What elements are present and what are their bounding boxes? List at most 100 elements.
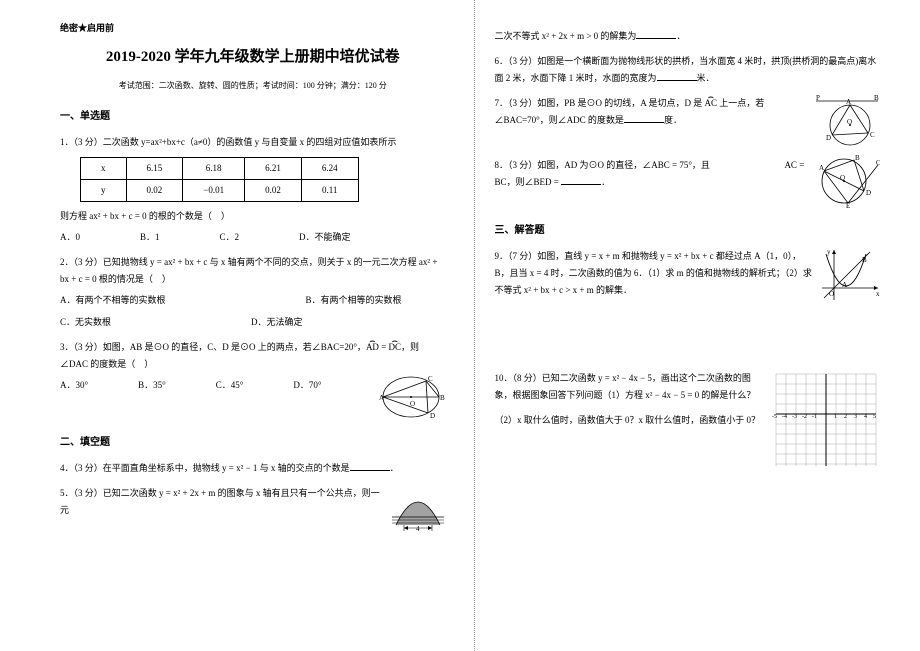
q5-figure: 4 [390, 485, 446, 531]
opt-d: D．不能确定 [299, 229, 351, 246]
parabola-line-icon: x y O A B [820, 248, 880, 302]
circle-chord-icon: A B C D E O [810, 153, 880, 209]
q7-tail: 度． [664, 115, 682, 125]
opt-c: C．45° [216, 377, 244, 394]
cell: 6.15 [126, 157, 183, 179]
svg-text:D: D [866, 189, 871, 197]
section-3-heading: 三、解答题 [495, 221, 881, 240]
opt-c: C．2 [220, 229, 240, 246]
eq: = [379, 342, 389, 352]
svg-text:x: x [876, 290, 880, 298]
svg-text:-1: -1 [812, 414, 817, 420]
opt-c: C．无实数根 [60, 314, 111, 331]
blank [350, 461, 390, 471]
cell: y [81, 179, 127, 201]
page-title: 2019-2020 学年九年级数学上册期中培优试卷 [60, 43, 446, 72]
q5b-tail: ． [676, 31, 685, 41]
svg-text:-2: -2 [802, 414, 807, 420]
q4-stem: 4．（3 分）在平面直角坐标系中，抛物线 y = x² − 1 与 x 轴的交点… [60, 463, 350, 473]
svg-text:B: B [874, 95, 879, 102]
svg-text:4: 4 [864, 414, 867, 420]
opt-b: B．35° [138, 377, 166, 394]
blank [657, 71, 697, 81]
cell: 6.21 [245, 157, 302, 179]
svg-text:A: A [842, 281, 847, 289]
q8-figure: A B C D E O [810, 153, 880, 209]
q1-stem: 1．（3 分）二次函数 y=ax²+bx+c（a≠0）的函数值 y 与自变量 x… [60, 134, 446, 151]
question-6: 6．（3 分）如图是一个横断面为抛物线形状的拱桥，当水面宽 4 米时，拱顶(拱桥… [495, 53, 881, 87]
svg-text:-5: -5 [772, 414, 777, 420]
q9-figure: x y O A B [820, 248, 880, 302]
q9-stem: 9．（7 分）如图，直线 y = x + m 和抛物线 y = x² + bx … [495, 251, 812, 295]
question-5b: 二次不等式 x² + 2x + m > 0 的解集为 ． [495, 28, 881, 45]
opt-d: D．70° [293, 377, 321, 394]
svg-text:E: E [846, 202, 850, 209]
svg-text:B: B [855, 154, 860, 162]
opt-a: A．0 [60, 229, 80, 246]
svg-text:D: D [430, 412, 435, 420]
question-3: 3．（3 分）如图，AB 是⊙O 的直径，C、D 是⊙O 上的两点，若∠BAC=… [60, 339, 446, 421]
q5-stem: 5．（3 分）已知二次函数 y = x² + 2x + m 的图象与 x 轴有且… [60, 488, 380, 515]
svg-text:5: 5 [873, 414, 876, 420]
q7-figure: P B A C D O [814, 95, 880, 149]
q4-tail: ． [390, 463, 399, 473]
svg-text:O: O [410, 400, 415, 408]
svg-text:A: A [819, 164, 824, 172]
q5b-stem: 二次不等式 x² + 2x + m > 0 的解集为 [495, 31, 637, 41]
q3-figure: A B C D O [376, 373, 446, 421]
q8-a: 8．（3 分）如图，AD 为⊙O 的直径，∠ABC = 75°，且 [495, 160, 710, 170]
svg-text:D: D [826, 134, 831, 142]
cell: x [81, 157, 127, 179]
opt-a: A．30° [60, 377, 88, 394]
svg-text:-4: -4 [782, 414, 787, 420]
arc-ad: AD [366, 339, 379, 356]
cell: 6.18 [183, 157, 245, 179]
section-1-heading: 一、单选题 [60, 107, 446, 126]
q2-stem: 2．（3 分）已知抛物线 y = ax² + bx + c 与 x 轴有两个不同… [60, 254, 446, 288]
svg-text:O: O [829, 290, 834, 298]
arc-dc: DC [389, 339, 402, 356]
svg-text:O: O [840, 174, 845, 182]
q6-tail: 米． [697, 73, 715, 83]
question-2: 2．（3 分）已知抛物线 y = ax² + bx + c 与 x 轴有两个不同… [60, 254, 446, 330]
svg-text:C: C [870, 131, 875, 139]
opt-d: D．无法确定 [251, 314, 303, 331]
arc-ac: AC [705, 95, 718, 112]
opt-a: A．有两个不相等的实数根 [60, 292, 166, 309]
opt-b: B．1 [140, 229, 160, 246]
svg-text:B: B [440, 394, 445, 402]
blank [624, 113, 664, 123]
circle-diagram-icon: A B C D O [376, 373, 446, 421]
grid-icon: -5 -4 -3 -2 -1 1 2 3 45 [768, 370, 880, 470]
q1-then: 则方程 ax² + bx + c = 0 的根的个数是（ ） [60, 208, 446, 225]
q1-options: A．0 B．1 C．2 D．不能确定 [60, 229, 446, 246]
question-1: 1．（3 分）二次函数 y=ax²+bx+c（a≠0）的函数值 y 与自变量 x… [60, 134, 446, 246]
svg-text:3: 3 [854, 414, 857, 420]
svg-text:A: A [846, 98, 851, 106]
svg-text:4: 4 [416, 525, 420, 531]
blank [561, 175, 601, 185]
q8-b: ，则∠BED = [507, 177, 562, 187]
svg-text:B: B [862, 256, 867, 264]
section-2-heading: 二、填空题 [60, 433, 446, 452]
svg-text:2: 2 [844, 414, 847, 420]
svg-text:C: C [428, 375, 433, 383]
cell: 0.02 [126, 179, 183, 201]
confidential-label: 绝密★启用前 [60, 20, 446, 37]
question-5: 4 5．（3 分）已知二次函数 y = x² + 2x + m 的图象与 x 轴… [60, 485, 446, 519]
question-4: 4．（3 分）在平面直角坐标系中，抛物线 y = x² − 1 与 x 轴的交点… [60, 460, 446, 477]
q3-stem: 3．（3 分）如图，AB 是⊙O 的直径，C、D 是⊙O 上的两点，若∠BAC=… [60, 342, 366, 352]
tangent-circle-icon: P B A C D O [814, 95, 880, 149]
cell: −0.01 [183, 179, 245, 201]
q7-a: 7．（3 分）如图，PB 是⊙O 的切线，A 是切点，D 是 [495, 98, 705, 108]
q10-figure: -5 -4 -3 -2 -1 1 2 3 45 [768, 370, 880, 470]
question-7: P B A C D O 7．（3 分）如图，PB 是⊙O 的切线，A 是切点，D… [495, 95, 881, 149]
cell: 6.24 [301, 157, 358, 179]
svg-text:P: P [816, 95, 820, 102]
svg-text:1: 1 [834, 414, 837, 420]
svg-text:C: C [876, 159, 880, 167]
svg-text:-3: -3 [792, 414, 797, 420]
q2-options-row1: A．有两个不相等的实数根 B．有两个相等的实数根 [60, 292, 446, 309]
cell: 0.11 [301, 179, 358, 201]
q2-options-row2: C．无实数根 D．无法确定 [60, 314, 446, 331]
